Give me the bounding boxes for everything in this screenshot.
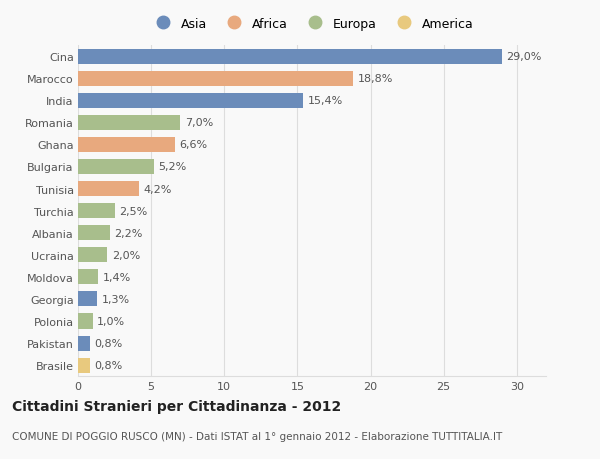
Bar bbox=[78, 182, 139, 196]
Bar bbox=[78, 204, 115, 218]
Bar bbox=[78, 358, 90, 373]
Text: 2,2%: 2,2% bbox=[115, 228, 143, 238]
Text: 1,0%: 1,0% bbox=[97, 316, 125, 326]
Bar bbox=[78, 50, 502, 64]
Text: 0,8%: 0,8% bbox=[94, 338, 122, 348]
Text: 29,0%: 29,0% bbox=[506, 52, 542, 62]
Bar bbox=[78, 248, 107, 263]
Text: 0,8%: 0,8% bbox=[94, 360, 122, 370]
Bar bbox=[78, 226, 110, 241]
Text: 1,3%: 1,3% bbox=[101, 294, 130, 304]
Bar bbox=[78, 336, 90, 351]
Text: 2,5%: 2,5% bbox=[119, 206, 147, 216]
Text: 1,4%: 1,4% bbox=[103, 272, 131, 282]
Text: 7,0%: 7,0% bbox=[185, 118, 213, 128]
Text: 18,8%: 18,8% bbox=[358, 74, 393, 84]
Text: Cittadini Stranieri per Cittadinanza - 2012: Cittadini Stranieri per Cittadinanza - 2… bbox=[12, 399, 341, 413]
Text: 5,2%: 5,2% bbox=[158, 162, 187, 172]
Bar bbox=[78, 72, 353, 86]
Text: COMUNE DI POGGIO RUSCO (MN) - Dati ISTAT al 1° gennaio 2012 - Elaborazione TUTTI: COMUNE DI POGGIO RUSCO (MN) - Dati ISTAT… bbox=[12, 431, 502, 442]
Text: 6,6%: 6,6% bbox=[179, 140, 207, 150]
Bar bbox=[78, 116, 181, 130]
Bar bbox=[78, 138, 175, 152]
Text: 4,2%: 4,2% bbox=[144, 184, 172, 194]
Bar bbox=[78, 270, 98, 285]
Text: 2,0%: 2,0% bbox=[112, 250, 140, 260]
Bar bbox=[78, 314, 92, 329]
Text: 15,4%: 15,4% bbox=[308, 96, 343, 106]
Bar bbox=[78, 292, 97, 307]
Legend: Asia, Africa, Europa, America: Asia, Africa, Europa, America bbox=[148, 15, 476, 33]
Bar bbox=[78, 94, 303, 108]
Bar bbox=[78, 160, 154, 174]
